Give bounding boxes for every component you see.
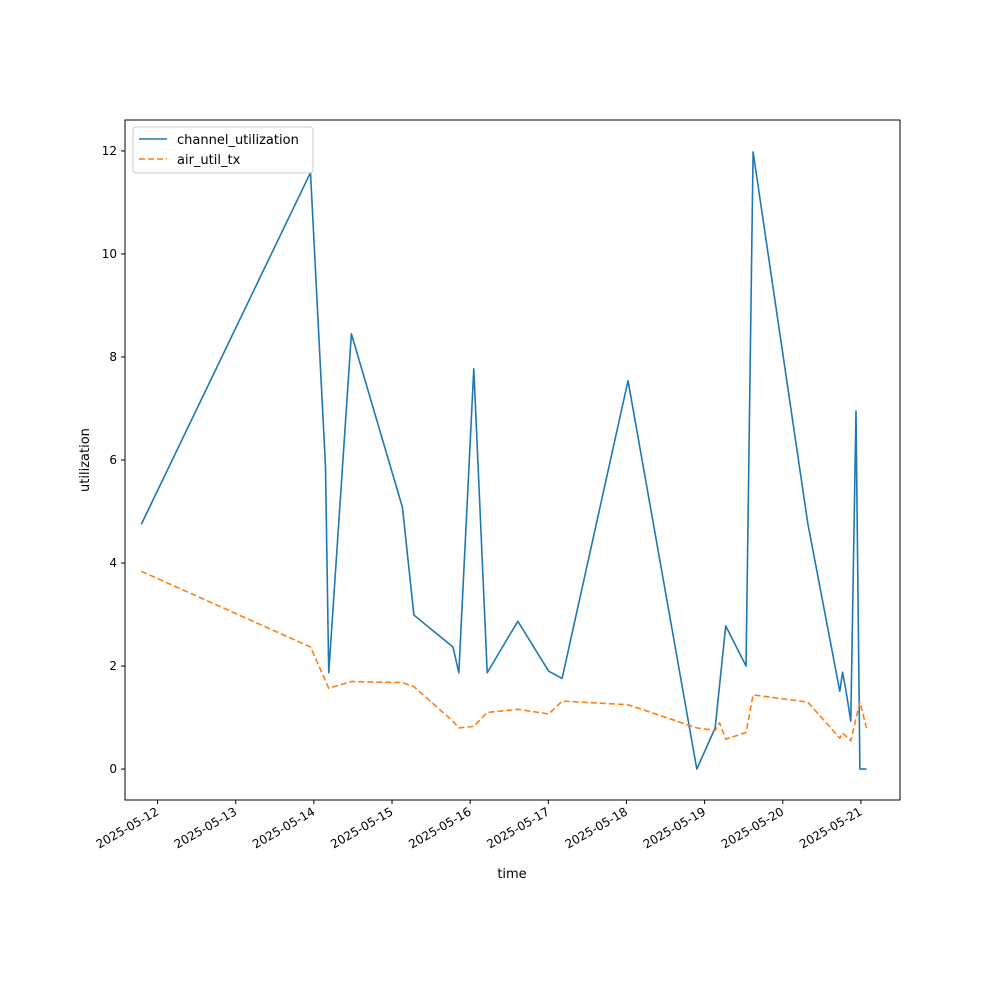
legend-box: [132, 126, 314, 174]
x-axis-label: time: [497, 867, 526, 882]
y-tick-label: 4: [109, 556, 117, 570]
y-axis-label: utilization: [78, 428, 93, 492]
legend-label-channel-utilization: channel_utilization: [177, 133, 299, 148]
y-tick-label: 10: [102, 247, 117, 261]
y-tick-label: 0: [109, 762, 117, 776]
series-line-air-util-tx: [140, 570, 868, 742]
y-tick-label: 2: [109, 659, 117, 673]
y-tick-label: 8: [109, 350, 117, 364]
legend-label-air-util-tx: air_util_tx: [177, 153, 241, 168]
legend: channel_utilization air_util_tx: [132, 126, 314, 174]
y-axis: 0 2 4 6 8 10 12: [102, 144, 125, 776]
y-tick-label: 12: [102, 144, 117, 158]
y-tick-label: 6: [109, 453, 117, 467]
series-line-channel-utilization: [140, 151, 867, 770]
